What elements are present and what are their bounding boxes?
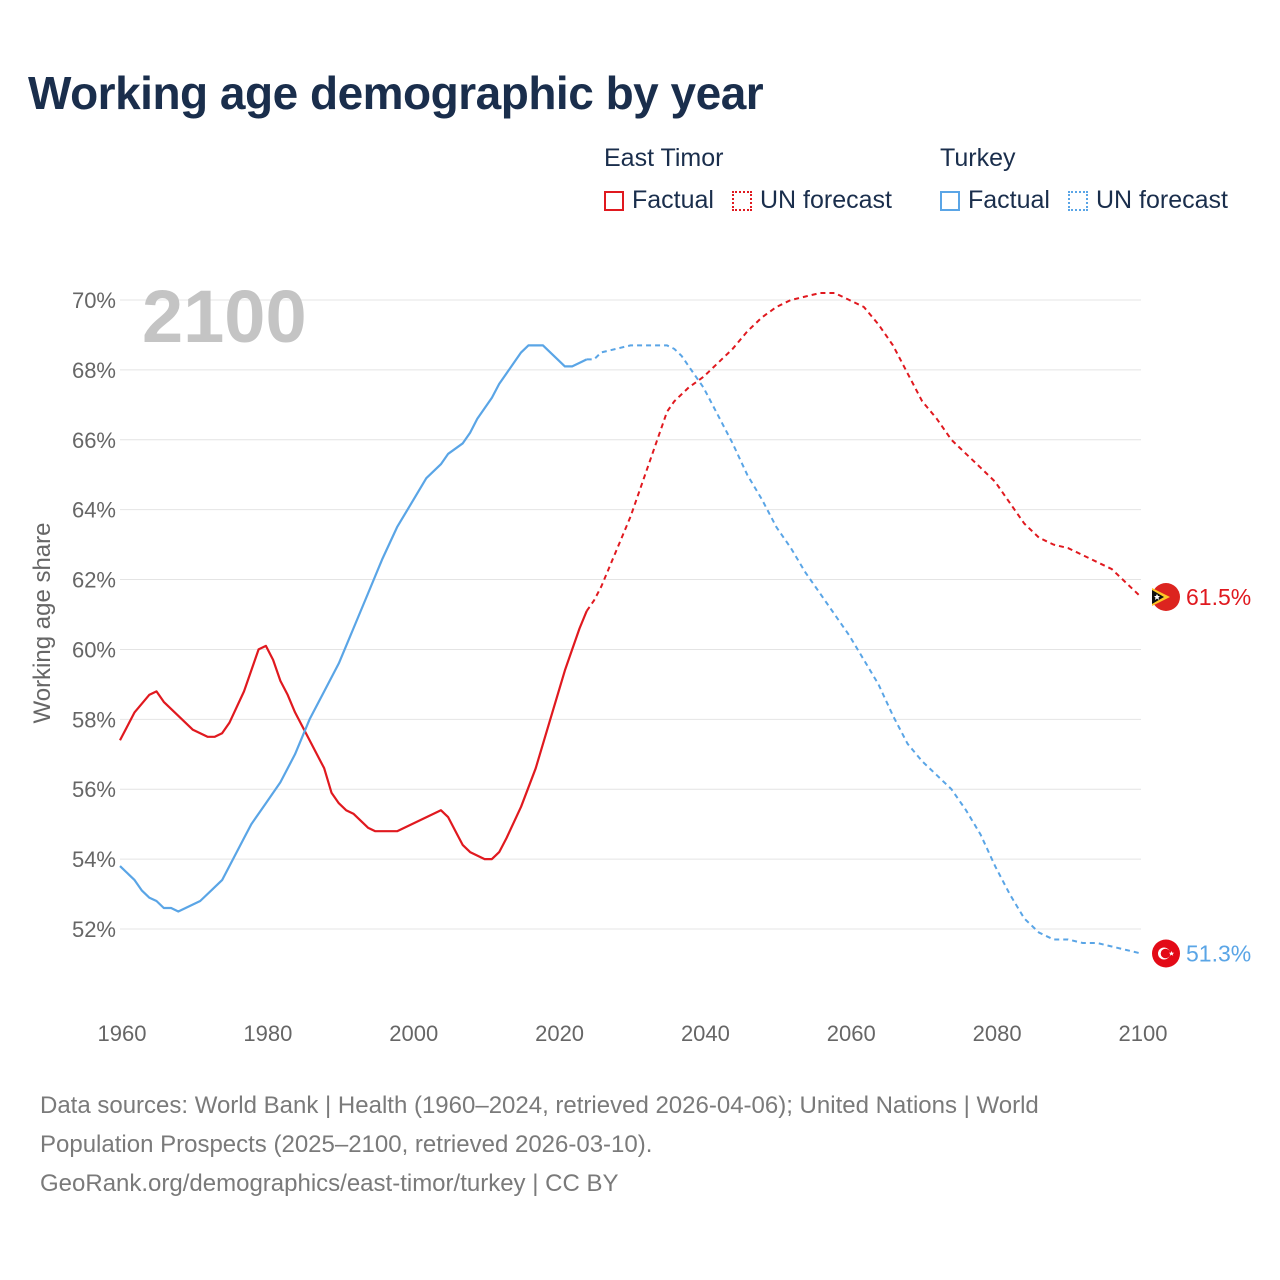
legend-item-turkey-forecast[interactable]: UN forecast [1067, 186, 1228, 215]
forecast-swatch-icon [731, 190, 752, 211]
x-axis-ticks: 1960 1980 2000 2020 2040 2060 2080 2100 [98, 1021, 1168, 1046]
legend-label: UN forecast [1095, 186, 1228, 214]
line-chart: 2100 52% 54% 56% 58% 60% 62% 64% 66% 68% 70% 1960… [29, 275, 1251, 1046]
end-value-label: 51.3% [1186, 941, 1251, 967]
y-tick-label: 70% [72, 288, 116, 313]
end-markers: 61.5% 51.3% [1152, 583, 1251, 968]
y-tick-label: 66% [72, 428, 116, 453]
legend-label: UN forecast [759, 186, 892, 214]
y-axis-ticks: 52% 54% 56% 58% 60% 62% 64% 66% 68% 70% [72, 288, 116, 942]
footer-line[interactable]: GeoRank.org/demographics/east-timor/turk… [40, 1170, 619, 1197]
x-tick-label: 2040 [681, 1021, 730, 1046]
x-tick-label: 2060 [827, 1021, 876, 1046]
y-axis-label: Working age share [29, 523, 56, 724]
legend-group-name: Turkey [940, 144, 1016, 172]
flag-crescent-cut [1160, 948, 1171, 959]
x-tick-label: 1980 [243, 1021, 292, 1046]
series-line-turkey-factual [119, 344, 588, 913]
legend-group-name: East Timor [604, 144, 724, 172]
y-tick-label: 68% [72, 358, 116, 383]
flag-star [1168, 951, 1175, 956]
year-watermark: 2100 [142, 275, 307, 358]
y-tick-label: 54% [72, 847, 116, 872]
series-line-east-timor-forecast [585, 292, 1142, 612]
legend-turkey: Turkey Factual UN forecast [940, 144, 1228, 215]
end-value-label: 61.5% [1186, 584, 1251, 610]
x-tick-label: 1960 [98, 1021, 147, 1046]
legend-item-turkey-factual[interactable]: Factual [940, 186, 1050, 215]
legend-label: Factual [632, 186, 714, 214]
footer-line: Population Prospects (2025–2100, retriev… [40, 1131, 653, 1158]
legend-item-east-timor-factual[interactable]: Factual [604, 186, 714, 215]
y-tick-label: 62% [72, 568, 116, 593]
legend-east-timor: East Timor Factual UN forecast [604, 144, 910, 215]
turkey-flag-icon [1152, 939, 1180, 968]
y-tick-label: 58% [72, 707, 116, 732]
footer-sources: Data sources: World Bank | Health (1960–… [40, 1086, 1240, 1203]
x-tick-label: 2080 [973, 1021, 1022, 1046]
chart-title: Working age demographic by year [28, 67, 764, 119]
x-tick-label: 2020 [535, 1021, 584, 1046]
series-lines [119, 292, 1142, 955]
flag-star [1154, 594, 1160, 600]
footer-line: Data sources: World Bank | Health (1960–… [40, 1092, 1039, 1119]
forecast-swatch-icon [1067, 190, 1088, 211]
factual-swatch-icon [940, 190, 960, 211]
legend-label: Factual [968, 186, 1050, 214]
legend-item-east-timor-forecast[interactable]: UN forecast [731, 186, 892, 215]
gridlines [120, 299, 1141, 930]
y-tick-label: 60% [72, 637, 116, 662]
series-line-turkey-forecast [586, 344, 1142, 955]
y-tick-label: 56% [72, 777, 116, 802]
east-timor-flag-icon [1152, 583, 1180, 611]
y-tick-label: 52% [72, 917, 116, 942]
series-line-east-timor-factual [119, 610, 588, 861]
y-tick-label: 64% [72, 498, 116, 523]
x-tick-label: 2100 [1119, 1021, 1168, 1046]
x-tick-label: 2000 [389, 1021, 438, 1046]
factual-swatch-icon [604, 190, 624, 211]
